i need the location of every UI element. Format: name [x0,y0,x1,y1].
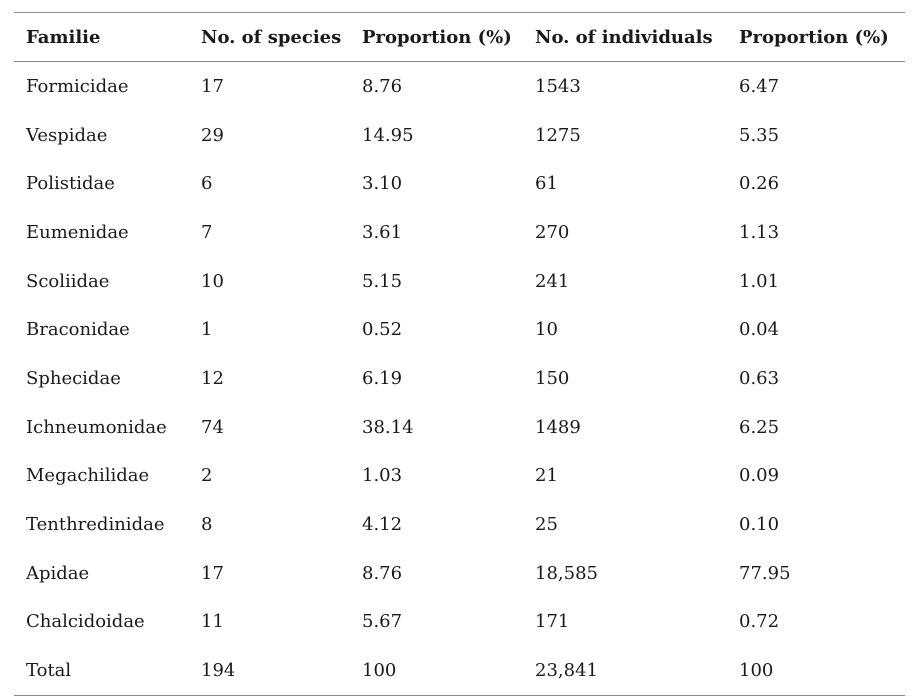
cell-individuals-proportion: 6.25 [739,416,780,438]
cell-species-proportion: 1.03 [362,465,403,487]
cell-individuals-count: 61 [535,173,558,195]
cell-individuals-proportion: 0.26 [739,173,780,195]
cell-family: Chalcidoidae [26,611,145,633]
cell-species-count: 17 [201,75,224,97]
cell-species-count: 74 [201,416,224,438]
cell-individuals-count: 1489 [535,416,581,438]
cell-individuals-count: 150 [535,367,570,389]
table-body: Formicidae 17 8.76 1543 6.47 Vespidae 29 14.95 1… [14,62,905,696]
cell-species-proportion: 100 [362,660,397,682]
cell-species-proportion: 38.14 [362,416,414,438]
cell-family: Polistidae [26,173,115,195]
cell-family: Vespidae [26,124,108,146]
cell-species-proportion: 8.76 [362,562,403,584]
cell-individuals-count: 1275 [535,124,581,146]
cell-family: Eumenidae [26,221,129,243]
cell-individuals-proportion: 0.72 [739,611,780,633]
header-family: Familie [26,26,101,48]
cell-individuals-count: 270 [535,221,570,243]
cell-species-proportion: 3.10 [362,173,403,195]
table-header: Familie No. of species Proportion (%) No… [14,12,905,62]
cell-species-count: 17 [201,562,224,584]
cell-species-proportion: 5.67 [362,611,403,633]
cell-species-count: 8 [201,514,213,536]
cell-species-proportion: 8.76 [362,75,403,97]
cell-individuals-count: 1543 [535,75,581,97]
cell-individuals-proportion: 5.35 [739,124,780,146]
cell-family: Sphecidae [26,367,121,389]
cell-individuals-proportion: 0.63 [739,367,780,389]
cell-individuals-proportion: 0.09 [739,465,780,487]
table-row: Braconidae 1 0.52 10 0.04 [14,305,905,354]
cell-individuals-count: 25 [535,514,558,536]
cell-family: Megachilidae [26,465,150,487]
cell-species-proportion: 4.12 [362,514,403,536]
cell-individuals-proportion: 100 [739,660,774,682]
cell-species-count: 1 [201,319,213,341]
table-row: Polistidae 6 3.10 61 0.26 [14,159,905,208]
cell-family: Total [26,660,72,682]
table-row: Vespidae 29 14.95 1275 5.35 [14,111,905,160]
header-individuals-proportion: Proportion (%) [739,26,889,48]
cell-species-count: 6 [201,173,213,195]
cell-family: Formicidae [26,75,129,97]
cell-individuals-proportion: 1.13 [739,221,780,243]
table-row: Tenthredinidae 8 4.12 25 0.10 [14,500,905,549]
cell-species-count: 29 [201,124,224,146]
header-row: Familie No. of species Proportion (%) No… [14,12,905,62]
header-individuals-count: No. of individuals [535,26,713,48]
cell-individuals-proportion: 1.01 [739,270,780,292]
cell-individuals-proportion: 6.47 [739,75,780,97]
cell-family: Scoliidae [26,270,110,292]
header-species-proportion: Proportion (%) [362,26,512,48]
cell-individuals-count: 21 [535,465,558,487]
cell-species-count: 2 [201,465,213,487]
cell-species-proportion: 6.19 [362,367,403,389]
cell-family: Braconidae [26,319,130,341]
cell-family: Tenthredinidae [26,514,165,536]
header-species-count: No. of species [201,26,342,48]
cell-individuals-proportion: 0.10 [739,514,780,536]
species-table: Familie No. of species Proportion (%) No… [14,12,905,696]
table-row: Chalcidoidae 11 5.67 171 0.72 [14,598,905,647]
table-row: Eumenidae 7 3.61 270 1.13 [14,208,905,257]
data-table-container: Familie No. of species Proportion (%) No… [14,12,905,696]
table-row: Ichneumonidae 74 38.14 1489 6.25 [14,403,905,452]
cell-species-proportion: 3.61 [362,221,403,243]
cell-individuals-count: 23,841 [535,660,598,682]
cell-individuals-count: 171 [535,611,570,633]
cell-species-count: 10 [201,270,224,292]
cell-species-proportion: 14.95 [362,124,414,146]
cell-species-count: 194 [201,660,236,682]
cell-individuals-count: 18,585 [535,562,598,584]
cell-species-count: 7 [201,221,213,243]
cell-species-count: 11 [201,611,224,633]
cell-species-proportion: 5.15 [362,270,403,292]
table-row: Megachilidae 2 1.03 21 0.09 [14,452,905,501]
table-row: Apidae 17 8.76 18,585 77.95 [14,549,905,598]
cell-family: Ichneumonidae [26,416,167,438]
cell-family: Apidae [26,562,90,584]
table-row-total: Total 194 100 23,841 100 [14,646,905,696]
cell-individuals-count: 241 [535,270,570,292]
cell-individuals-count: 10 [535,319,558,341]
table-row: Sphecidae 12 6.19 150 0.63 [14,354,905,403]
cell-species-count: 12 [201,367,224,389]
cell-individuals-proportion: 0.04 [739,319,780,341]
cell-species-proportion: 0.52 [362,319,403,341]
table-row: Formicidae 17 8.76 1543 6.47 [14,62,905,111]
cell-individuals-proportion: 77.95 [739,562,791,584]
table-row: Scoliidae 10 5.15 241 1.01 [14,257,905,306]
